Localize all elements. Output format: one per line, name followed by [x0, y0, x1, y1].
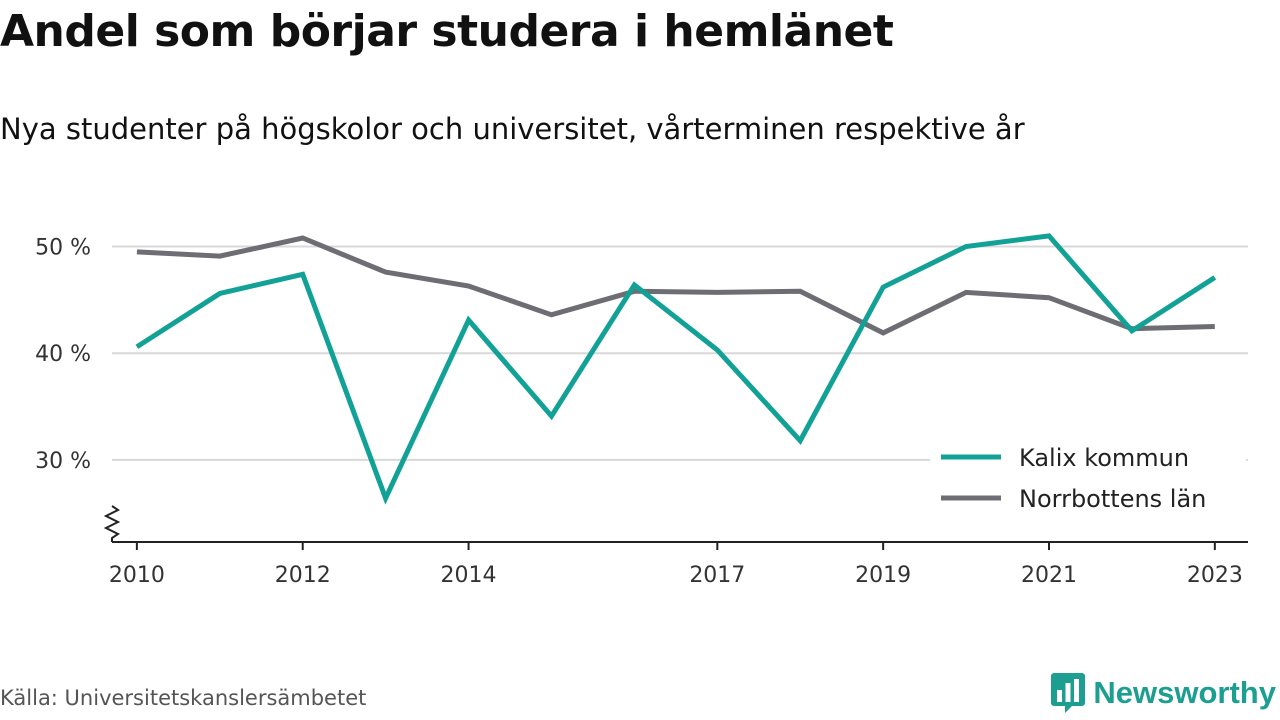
y-tick-label: 50 %: [35, 236, 91, 261]
legend-label: Norrbottens län: [1019, 485, 1206, 513]
x-tick-label: 2019: [855, 563, 911, 588]
axes: 30 % 40 % 50 % 2010 2012 2014 2017 2019 2021 2023: [35, 236, 1248, 588]
legend-background: [930, 436, 1246, 520]
bar-chart-speech-bubble-icon: [1051, 673, 1086, 713]
y-tick-label: 40 %: [35, 342, 91, 367]
series-line-norrbottens-lan: [136, 235, 1215, 336]
line-chart: 30 % 40 % 50 % 2010 2012 2014 2017 2019 2021 2023…: [35, 233, 1248, 588]
series-line-kalix-kommun: [135, 233, 1217, 505]
brand-name: Newsworthy: [1093, 675, 1276, 710]
x-tick-label: 2012: [275, 563, 331, 588]
x-tick-label: 2010: [109, 563, 165, 588]
legend: Kalix kommun Norrbottens län: [930, 436, 1246, 520]
x-tick-label: 2021: [1021, 563, 1077, 588]
chart-subtitle: Nya studenter på högskolor och universit…: [0, 112, 1025, 146]
x-tick-label: 2014: [441, 563, 497, 588]
source-note: Källa: Universitetskanslersämbetet: [0, 686, 367, 710]
x-tick-label: 2023: [1187, 563, 1243, 588]
x-tick-label: 2017: [689, 563, 745, 588]
brand-logo[interactable]: Newsworthy: [1051, 671, 1276, 715]
chart-title: Andel som börjar studera i hemlänet: [0, 6, 894, 57]
legend-label: Kalix kommun: [1019, 444, 1189, 472]
axis-break-icon: [103, 505, 121, 542]
y-tick-label: 30 %: [35, 449, 91, 474]
series-lines: [135, 233, 1217, 505]
